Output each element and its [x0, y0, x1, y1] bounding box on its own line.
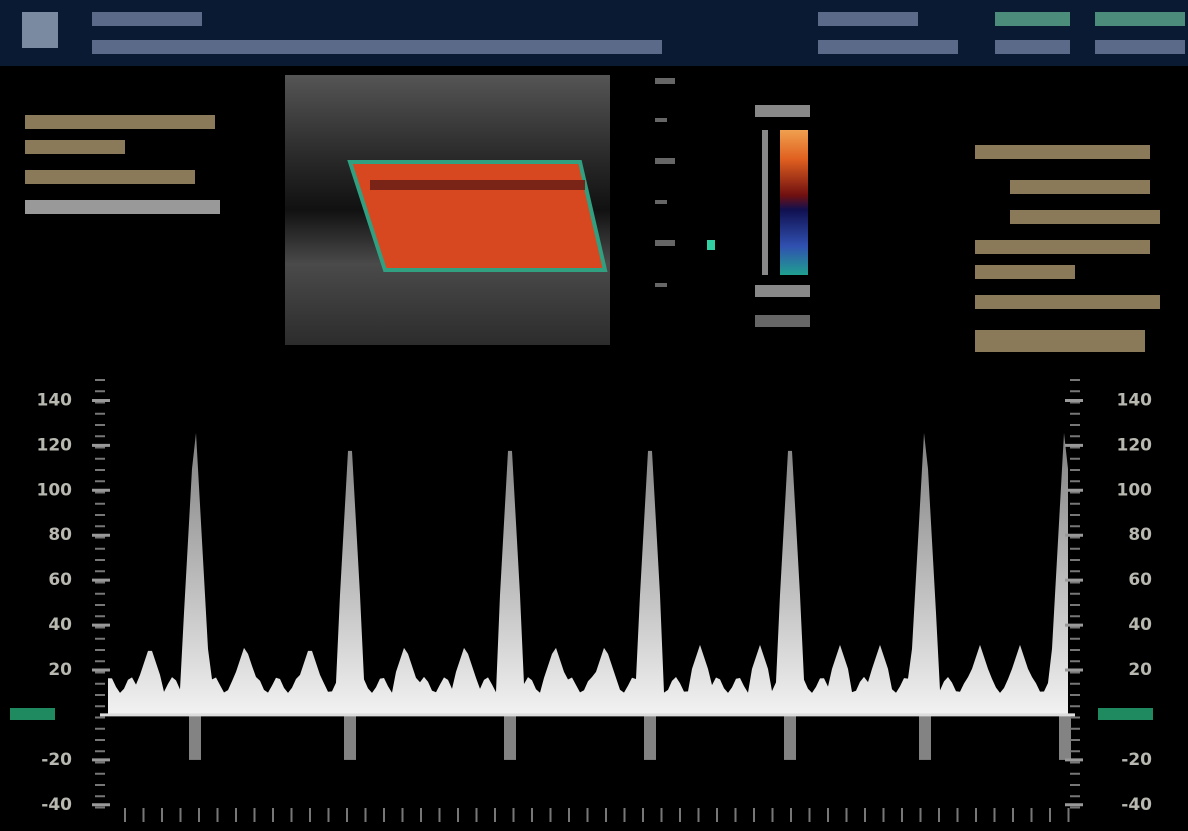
right-tick-label: 100 [1117, 480, 1153, 500]
doppler-spectrum [100, 432, 1075, 760]
left-tick-label: 20 [48, 660, 72, 680]
header-field [1095, 12, 1185, 26]
spectrum-reverse [1059, 714, 1071, 760]
left-tick-label: 40 [48, 615, 72, 635]
right-tick-label: -20 [1121, 750, 1152, 770]
left-tick-label: -20 [41, 750, 72, 770]
left-tick-label: 60 [48, 570, 72, 590]
spectrum-reverse [189, 714, 201, 760]
header-field [92, 40, 662, 54]
right-tick-label: 40 [1128, 615, 1152, 635]
left-tick-label: 120 [37, 435, 73, 455]
depth-marks [655, 78, 675, 287]
right-tick-label: 60 [1128, 570, 1152, 590]
header-field [818, 12, 918, 26]
header-field [995, 12, 1070, 26]
color-bar [780, 130, 808, 275]
color-box [347, 160, 608, 272]
right-tick-label: 120 [1117, 435, 1153, 455]
header-field [1095, 40, 1185, 54]
color-scale-label [755, 285, 810, 297]
baseline-marker [1098, 708, 1153, 720]
focus-marker [707, 240, 715, 250]
spectrum-envelope [108, 432, 1068, 715]
color-scale-label [755, 315, 810, 327]
left-tick-label: 140 [37, 390, 73, 410]
spectrum-reverse [644, 714, 656, 760]
right-tick-label: -40 [1121, 795, 1152, 815]
left-annotations [25, 115, 220, 214]
right-annotations [975, 145, 1160, 352]
header-field [92, 12, 202, 26]
spectrum-reverse [504, 714, 516, 760]
vessel-wall [370, 180, 585, 190]
right-tick-label: 140 [1117, 390, 1153, 410]
left-tick-label: -40 [41, 795, 72, 815]
spectrum-reverse [344, 714, 356, 760]
color-scale-label [755, 105, 810, 117]
right-tick-label: 20 [1128, 660, 1152, 680]
spectrum-reverse [919, 714, 931, 760]
right-tick-label: 80 [1128, 525, 1152, 545]
left-tick-label: 100 [37, 480, 73, 500]
header-field [818, 40, 958, 54]
baseline-marker [10, 708, 55, 720]
gray-bar [762, 130, 768, 275]
header-bar [0, 0, 1188, 66]
logo [22, 12, 58, 48]
header-field [995, 40, 1070, 54]
left-tick-label: 80 [48, 525, 72, 545]
spectrum-reverse [784, 714, 796, 760]
